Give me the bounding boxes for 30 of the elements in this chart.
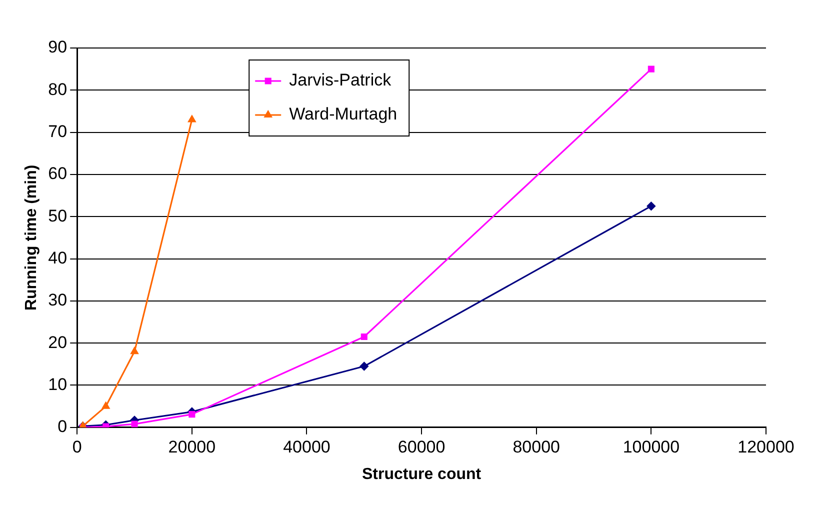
x-axis-title: Structure count (362, 466, 482, 483)
point (130, 347, 138, 354)
y-tick-label: 0 (58, 417, 68, 436)
y-tick-label: 50 (48, 206, 68, 226)
point (188, 115, 196, 122)
y-tick-label: 40 (48, 248, 68, 268)
x-tick-label: 0 (72, 437, 82, 456)
point (360, 362, 368, 371)
point (102, 402, 110, 409)
y-tick-label: 80 (48, 80, 68, 99)
x-tick-label: 20000 (168, 437, 216, 456)
y-tick-label: 60 (48, 164, 68, 184)
x-tick-label: 120000 (738, 437, 794, 456)
legend-label: Jarvis-Patrick (289, 70, 392, 90)
point (360, 333, 368, 340)
point (648, 66, 654, 72)
y-axis-title: Running time (min) (23, 164, 40, 311)
y-tick-label: 70 (48, 122, 68, 141)
x-tick-label: 100000 (622, 437, 680, 456)
x-tick-label: 40000 (283, 437, 330, 456)
y-tick-label: 20 (48, 332, 68, 352)
x-tick-label: 60000 (398, 437, 446, 456)
y-tick-label: 30 (48, 290, 68, 310)
point (646, 202, 656, 210)
y-tick-label: 10 (48, 374, 68, 394)
point (188, 411, 196, 418)
legend-label: Ward-Murtagh (289, 104, 398, 124)
point (131, 420, 138, 428)
x-tick-label: 80000 (512, 437, 560, 456)
y-tick-label: 90 (48, 38, 68, 57)
